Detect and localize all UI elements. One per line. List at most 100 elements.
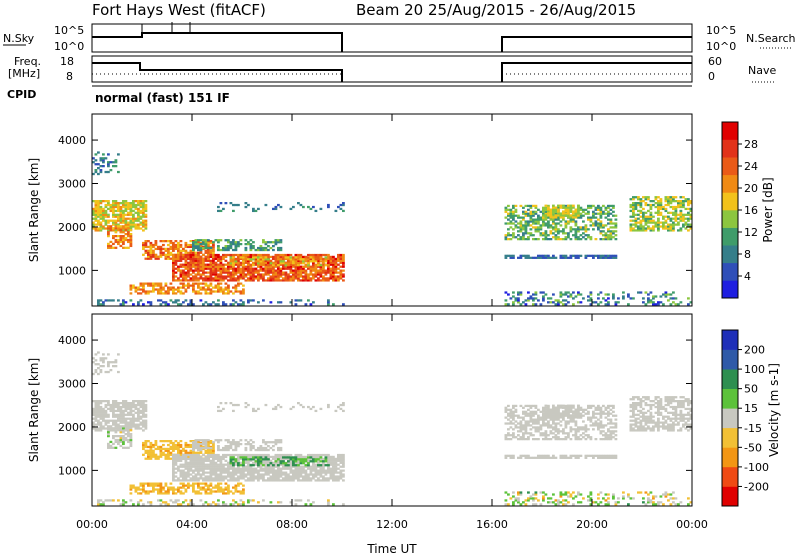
echo-cell	[124, 200, 128, 203]
echo-cell	[122, 200, 125, 203]
echo-cell	[537, 222, 540, 225]
echo-cell	[517, 238, 520, 241]
echo-cell	[109, 207, 113, 211]
echo-cell	[644, 227, 648, 230]
echo-cell	[124, 221, 128, 224]
echo-cell	[574, 256, 578, 259]
echo-cell	[657, 202, 660, 205]
echo-cell	[327, 255, 330, 259]
echo-cell	[524, 226, 528, 229]
echo-cell	[647, 227, 650, 230]
echo-cell	[192, 271, 195, 274]
echo-cell	[134, 423, 138, 426]
echo-cell	[292, 275, 295, 278]
echo-cell	[339, 471, 343, 474]
echo-cell	[527, 204, 530, 208]
echo-cell	[264, 458, 268, 461]
echo-cell	[197, 277, 200, 280]
echo-cell	[187, 284, 190, 287]
echo-cell	[224, 271, 228, 274]
echo-cell	[267, 464, 270, 467]
echo-cell	[324, 279, 328, 282]
echo-cell	[119, 202, 123, 205]
echo-cell	[599, 291, 603, 294]
echo-cell	[199, 273, 203, 276]
echo-cell	[547, 254, 550, 257]
echo-cell	[682, 200, 685, 203]
echo-cell	[202, 473, 205, 476]
echo-cell	[612, 206, 615, 209]
echo-cell	[549, 216, 553, 219]
echo-cell	[552, 293, 555, 296]
echo-cell	[237, 484, 240, 487]
echo-cell	[304, 473, 308, 476]
echo-cell	[237, 459, 240, 462]
echo-cell	[587, 204, 590, 208]
echo-cell	[639, 229, 643, 232]
echo-cell	[129, 484, 133, 487]
echo-cell	[637, 196, 640, 199]
echo-cell	[562, 303, 565, 306]
echo-cell	[107, 161, 110, 164]
echo-cell	[139, 215, 143, 218]
echo-cell	[127, 421, 130, 424]
echo-cell	[167, 492, 170, 495]
echo-cell	[332, 503, 335, 506]
echo-cell	[117, 425, 120, 428]
echo-cell	[609, 222, 613, 225]
echo-cell	[104, 299, 108, 302]
echo-cell	[157, 245, 160, 249]
echo-cell	[242, 273, 245, 276]
echo-cell	[334, 467, 338, 470]
echo-cell	[97, 400, 100, 403]
echo-cell	[142, 288, 145, 291]
echo-cell	[197, 479, 200, 482]
echo-cell	[137, 213, 140, 216]
echo-cell	[329, 473, 333, 476]
echo-cell	[339, 457, 343, 461]
echo-cell	[222, 475, 225, 478]
echo-cell	[174, 247, 178, 251]
echo-cell	[672, 217, 675, 220]
echo-cell	[689, 213, 693, 216]
echo-cell	[182, 269, 185, 272]
echo-cell	[674, 211, 678, 214]
echo-cell	[227, 488, 230, 491]
echo-cell	[254, 477, 258, 480]
echo-cell	[512, 254, 515, 257]
echo-cell	[209, 467, 213, 470]
echo-cell	[597, 228, 600, 231]
echo-cell	[279, 439, 283, 442]
echo-cell	[197, 467, 200, 470]
echo-cell	[182, 257, 185, 261]
echo-cell	[134, 288, 138, 291]
echo-cell	[532, 210, 535, 213]
echo-cell	[219, 269, 223, 272]
echo-cell	[107, 353, 110, 356]
echo-cell	[332, 275, 335, 278]
echo-cell	[597, 208, 600, 211]
echo-cell	[102, 200, 105, 203]
echo-cell	[99, 409, 103, 413]
echo-cell	[187, 273, 190, 276]
echo-cell	[114, 205, 118, 209]
echo-cell	[209, 290, 213, 293]
echo-cell	[657, 225, 660, 228]
echo-cell	[99, 170, 103, 174]
echo-cell	[184, 299, 188, 302]
echo-cell	[272, 475, 275, 478]
echo-cell	[339, 461, 343, 464]
echo-cell	[267, 469, 270, 472]
echo-cell	[549, 212, 553, 215]
echo-cell	[214, 453, 218, 457]
echo-cell	[504, 208, 508, 211]
echo-cell	[159, 492, 163, 495]
echo-cell	[107, 407, 110, 411]
echo-cell	[179, 475, 183, 478]
echo-cell	[227, 263, 230, 266]
echo-cell	[254, 467, 258, 470]
echo-cell	[687, 217, 690, 220]
echo-cell	[147, 490, 150, 493]
echo-cell	[577, 206, 580, 209]
echo-cell	[519, 428, 523, 431]
